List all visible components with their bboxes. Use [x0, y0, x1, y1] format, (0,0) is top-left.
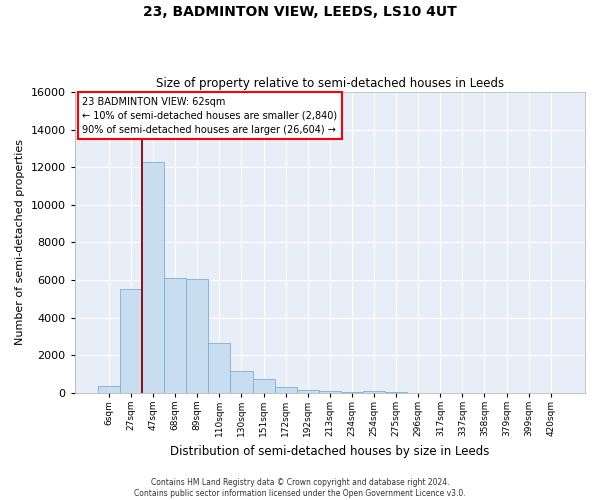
Bar: [98, 386, 120, 393]
Bar: [385, 392, 407, 393]
Bar: [186, 279, 208, 393]
Text: 23, BADMINTON VIEW, LEEDS, LS10 4UT: 23, BADMINTON VIEW, LEEDS, LS10 4UT: [143, 5, 457, 19]
Text: 23 BADMINTON VIEW: 62sqm
← 10% of semi-detached houses are smaller (2,840)
90% o: 23 BADMINTON VIEW: 62sqm ← 10% of semi-d…: [82, 96, 337, 134]
Bar: [253, 378, 275, 393]
Bar: [297, 390, 319, 393]
Bar: [142, 162, 164, 393]
Bar: [164, 278, 186, 393]
Bar: [363, 391, 385, 393]
Bar: [275, 388, 297, 393]
Title: Size of property relative to semi-detached houses in Leeds: Size of property relative to semi-detach…: [156, 76, 504, 90]
Y-axis label: Number of semi-detached properties: Number of semi-detached properties: [15, 140, 25, 346]
Bar: [120, 290, 142, 393]
Bar: [230, 371, 253, 393]
Bar: [319, 391, 341, 393]
Bar: [208, 343, 230, 393]
Text: Contains HM Land Registry data © Crown copyright and database right 2024.
Contai: Contains HM Land Registry data © Crown c…: [134, 478, 466, 498]
Bar: [341, 392, 363, 393]
X-axis label: Distribution of semi-detached houses by size in Leeds: Distribution of semi-detached houses by …: [170, 444, 490, 458]
